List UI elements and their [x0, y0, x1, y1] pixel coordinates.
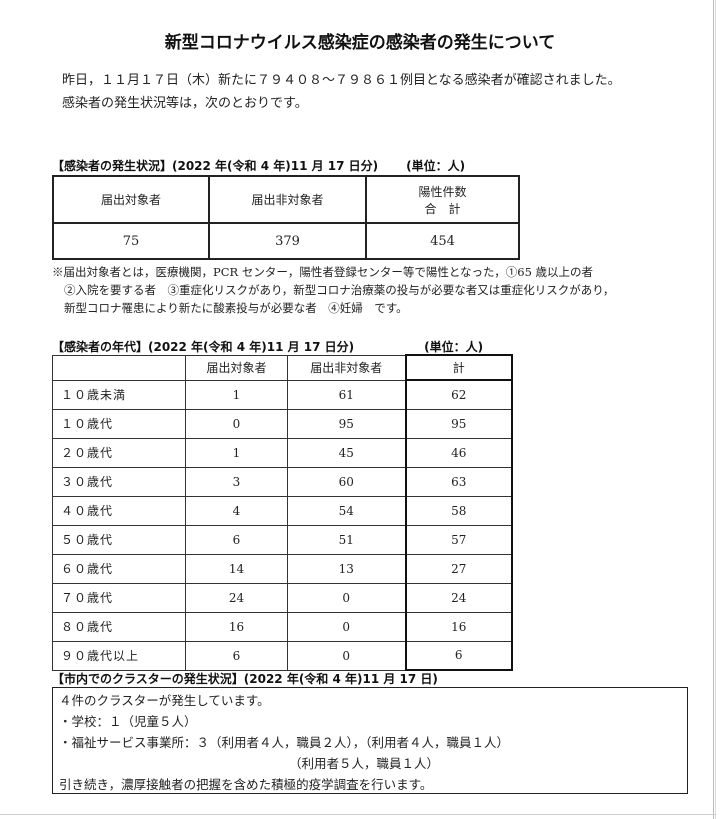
age-label: ５０歳代 [52, 524, 186, 555]
age-not-reported: 60 [287, 466, 406, 497]
cluster-line: ・学校：１（児童５人） [59, 714, 197, 729]
age-label: ６０歳代 [52, 553, 186, 584]
age-reported: 1 [185, 437, 288, 468]
age-label: ７０歳代 [52, 582, 186, 613]
cluster-line: 引き続き，濃厚接触者の把握を含めた積極的疫学調査を行います。 [59, 777, 433, 792]
age-reported: 4 [185, 495, 288, 526]
intro-line-2: 感染者の発生状況等は，次のとおりです。 [62, 96, 308, 111]
cluster-heading: 【市内でのクラスターの発生状況】(2022 年(令和 4 年)11 月 17 日… [52, 672, 438, 686]
age-row: ８０歳代 16 0 16 [52, 611, 513, 642]
value-not-reported: 379 [208, 222, 367, 260]
age-label: １０歳代 [52, 408, 186, 439]
age-total: 95 [404, 408, 513, 439]
age-reported: 0 [185, 408, 288, 439]
age-reported: 24 [185, 582, 288, 613]
age-heading-text: 【感染者の年代】(2022 年(令和 4 年)11 月 17 日分) [52, 340, 355, 354]
note-line-1: ※届出対象者とは，医療機関，PCR センター，陽性者登録センター等で陽性となった… [52, 265, 594, 279]
age-row: １０歳代 0 95 95 [52, 408, 513, 439]
age-table: 届出対象者 届出非対象者 計 １０歳未満 1 61 62 １０歳代 0 95 95 ２０歳代 1 4… [52, 354, 513, 671]
age-total: 63 [404, 466, 513, 497]
age-reported: 14 [185, 553, 288, 584]
summary-heading-text: 【感染者の発生状況】(2022 年(令和 4 年)11 月 17 日分) [52, 159, 379, 173]
age-total: 27 [404, 553, 513, 584]
age-heading: 【感染者の年代】(2022 年(令和 4 年)11 月 17 日分) (単位：人) [52, 338, 483, 355]
age-reported: 16 [185, 611, 288, 642]
age-not-reported: 95 [287, 408, 406, 439]
age-not-reported: 13 [287, 553, 406, 584]
age-total: 46 [404, 437, 513, 468]
age-not-reported: 54 [287, 495, 406, 526]
cluster-line: （利用者５人，職員１人） [289, 756, 440, 771]
value-reported: 75 [52, 222, 210, 260]
age-label: １０歳未満 [52, 379, 186, 410]
cluster-line: ・福祉サービス事業所：３（利用者４人，職員２人），（利用者４人，職員１人） [59, 735, 510, 750]
age-label: ４０歳代 [52, 495, 186, 526]
age-not-reported: 0 [287, 582, 406, 613]
age-total: 62 [404, 379, 513, 410]
page-border-right [713, 0, 716, 819]
age-header-row: 届出対象者 届出非対象者 計 [52, 354, 513, 381]
age-label: ３０歳代 [52, 466, 186, 497]
age-reported: 3 [185, 466, 288, 497]
summary-unit: (単位：人) [406, 159, 466, 173]
intro-line-1: 昨日，１１月１７日（木）新たに７９４０８～７９８６１例目となる感染者が確認されま… [62, 73, 621, 88]
age-header-blank [52, 354, 186, 381]
cluster-box: ４件のクラスターが発生しています。 ・学校：１（児童５人） ・福祉サービス事業所… [52, 687, 688, 794]
age-row: ３０歳代 3 60 63 [52, 466, 513, 497]
age-row: １０歳未満 1 61 62 [52, 379, 513, 410]
age-row: ９０歳代以上 6 0 6 [52, 640, 513, 671]
page-title: 新型コロナウイルス感染症の感染者の発生について [164, 33, 556, 53]
header-total: 陽性件数合 計 [365, 175, 520, 224]
age-row: ５０歳代 6 51 57 [52, 524, 513, 555]
age-unit: (単位：人) [424, 340, 484, 354]
age-header-total: 計 [404, 354, 513, 381]
age-reported: 1 [185, 379, 288, 410]
age-header-reported: 届出対象者 [185, 354, 288, 381]
age-label: ２０歳代 [52, 437, 186, 468]
age-not-reported: 0 [287, 640, 406, 671]
header-total-line2: 合 計 [424, 201, 461, 216]
age-not-reported: 45 [287, 437, 406, 468]
cluster-line: ４件のクラスターが発生しています。 [59, 693, 270, 708]
age-not-reported: 61 [287, 379, 406, 410]
age-not-reported: 51 [287, 524, 406, 555]
summary-table: 届出対象者 届出非対象者 陽性件数合 計 75 379 454 [52, 175, 520, 260]
age-row: ７０歳代 24 0 24 [52, 582, 513, 613]
age-row: ６０歳代 14 13 27 [52, 553, 513, 584]
age-not-reported: 0 [287, 611, 406, 642]
header-total-line1: 陽性件数 [418, 184, 467, 199]
age-total: 57 [404, 524, 513, 555]
header-reported: 届出対象者 [52, 175, 210, 224]
age-label: ８０歳代 [52, 611, 186, 642]
age-total: 16 [404, 611, 513, 642]
age-row: ２０歳代 1 45 46 [52, 437, 513, 468]
age-total: 24 [404, 582, 513, 613]
age-total: 6 [404, 640, 513, 671]
header-not-reported: 届出非対象者 [208, 175, 367, 224]
note-line-3: 新型コロナ罹患により新たに酸素投与が必要な者 ④妊婦 です。 [64, 301, 408, 315]
page-border-bottom [0, 814, 716, 817]
summary-heading: 【感染者の発生状況】(2022 年(令和 4 年)11 月 17 日分) (単位：… [52, 157, 465, 174]
summary-data-row: 75 379 454 [52, 222, 520, 260]
value-total: 454 [365, 222, 520, 260]
age-header-not-reported: 届出非対象者 [287, 354, 406, 381]
note-line-2: ②入院を要する者 ③重症化リスクがあり，新型コロナ治療薬の投与が必要な者又は重症… [64, 283, 615, 297]
age-reported: 6 [185, 524, 288, 555]
summary-header-row: 届出対象者 届出非対象者 陽性件数合 計 [52, 175, 520, 224]
age-reported: 6 [185, 640, 288, 671]
age-row: ４０歳代 4 54 58 [52, 495, 513, 526]
age-total: 58 [404, 495, 513, 526]
age-label: ９０歳代以上 [52, 640, 186, 671]
